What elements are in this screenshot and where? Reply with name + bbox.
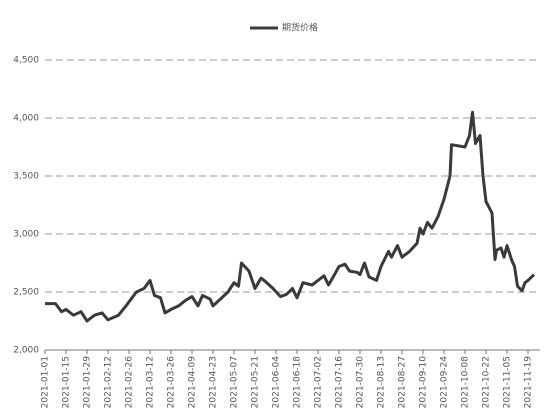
x-tick-label: 2021-03-12 [146,356,156,408]
x-tick-label: 2021-01-15 [62,356,72,408]
x-tick-label: 2021-01-29 [83,356,93,409]
y-tick-label: 2,000 [13,346,39,356]
y-tick-label: 2,500 [13,288,39,298]
x-tick-label: 2021-07-02 [314,356,324,408]
x-tick-label: 2021-01-01 [41,356,51,408]
x-tick-label: 2021-08-13 [377,356,387,408]
x-tick-label: 2021-07-30 [356,356,366,409]
legend-label: 期货价格 [282,22,318,34]
x-tick-label: 2021-06-18 [293,356,303,409]
x-tick-label: 2021-10-08 [461,356,471,409]
x-tick-label: 2021-02-26 [125,356,135,409]
y-tick-label: 3,000 [13,230,39,240]
x-tick-label: 2021-06-04 [272,356,282,409]
x-tick-label: 2021-02-12 [104,356,114,408]
y-tick-label: 4,000 [13,114,39,124]
x-tick-label: 2021-09-10 [419,356,429,409]
x-tick-label: 2021-11-05 [503,356,513,408]
x-tick-label: 2021-05-07 [230,356,240,408]
x-tick-label: 2021-08-27 [398,356,408,408]
y-tick-label: 4,500 [13,56,39,66]
series-line [45,110,536,323]
x-tick-label: 2021-03-26 [167,356,177,409]
x-tick-label: 2021-05-21 [251,356,261,408]
x-tick-label: 2021-04-23 [209,356,219,408]
x-tick-label: 2021-11-19 [524,356,534,409]
x-tick-label: 2021-10-22 [482,356,492,408]
x-tick-label: 2021-07-16 [335,356,345,409]
x-tick-label: 2021-09-24 [440,356,450,409]
x-tick-label: 2021-04-09 [188,356,198,409]
y-tick-label: 3,500 [13,172,39,182]
